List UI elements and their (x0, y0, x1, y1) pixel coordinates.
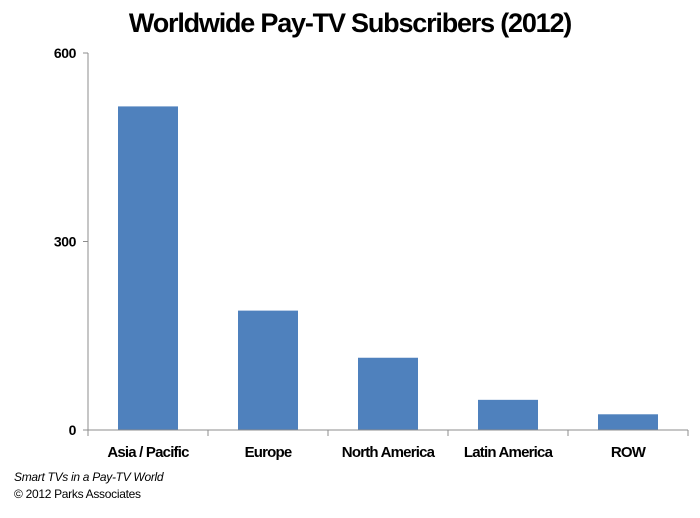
x-axis-ticks (87, 430, 689, 436)
x-category-label: ROW (611, 444, 647, 461)
y-axis-ticks (83, 52, 88, 431)
y-axis-labels: 0 300 600 (54, 45, 77, 438)
x-category-label: North America (342, 444, 436, 461)
y-tick-label: 600 (54, 45, 77, 61)
bar-latin-america (478, 399, 538, 430)
bar-europe (238, 310, 298, 430)
bar-row (598, 414, 658, 430)
y-tick-label: 300 (54, 234, 77, 250)
bar-chart: 0 300 600 Asia / Pacific Europe North Americ… (54, 45, 689, 461)
x-category-label: Asia / Pacific (107, 444, 189, 461)
bars (118, 106, 658, 431)
x-category-label: Europe (245, 444, 292, 461)
x-axis-labels: Asia / Pacific Europe North America Latin A… (107, 444, 647, 461)
bar-north-america (358, 357, 418, 430)
bar-asia-pacific (118, 106, 178, 431)
source-note: Smart TVs in a Pay-TV World (14, 470, 164, 484)
y-tick-label: 0 (69, 422, 77, 438)
copyright-note: © 2012 Parks Associates (14, 487, 141, 501)
x-category-label: Latin America (464, 444, 554, 461)
chart-title: Worldwide Pay-TV Subscribers (2012) (128, 8, 572, 38)
